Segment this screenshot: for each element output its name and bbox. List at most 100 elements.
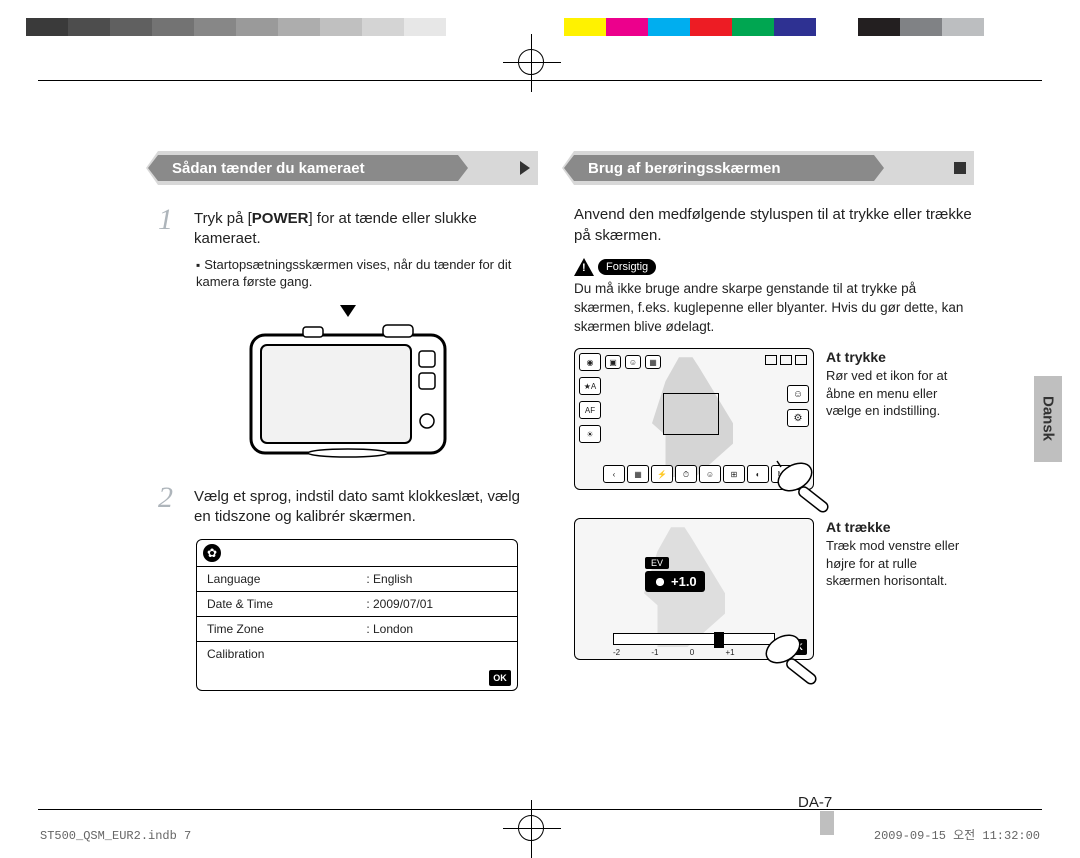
color-swatch (774, 18, 816, 36)
caution-badge: Forsigtig (574, 258, 656, 276)
caution-label: Forsigtig (598, 259, 656, 275)
settings-table: Language: English Date & Time: 2009/07/0… (197, 566, 517, 666)
registration-mark-bottom (518, 815, 544, 841)
color-swatch (404, 18, 446, 36)
color-calibration-bar (26, 18, 984, 36)
status-icon: ▦ (645, 355, 661, 369)
indicator-icon (795, 355, 807, 365)
status-icon: ▣ (605, 355, 621, 369)
touch-2-title: At trække (826, 519, 891, 535)
square-icon (954, 162, 966, 174)
tick: -1 (651, 648, 658, 657)
screen-icon: ☺ (787, 385, 809, 403)
ev-value: +1.0 (645, 571, 705, 592)
right-heading-text: Brug af berøringsskærmen (588, 160, 781, 177)
color-swatch (320, 18, 362, 36)
registration-mark-top (518, 49, 544, 75)
color-swatch (446, 18, 564, 36)
ev-ticks: -2 -1 0 +1 +2 (613, 648, 775, 657)
settings-screen: ✿ Language: English Date & Time: 2009/07… (196, 539, 518, 691)
color-swatch (816, 18, 858, 36)
gear-icon: ✿ (203, 544, 221, 562)
mode-icon: ★A (579, 377, 601, 395)
down-arrow-icon (340, 305, 356, 317)
focus-box (663, 393, 719, 435)
step-1: 1 Tryk på [POWER] for at tænde eller slu… (158, 205, 538, 291)
text: Startopsætningsskærmen vises, når du tæn… (196, 257, 511, 290)
toolbar-icon: ⏱ (675, 465, 697, 483)
cell: : English (356, 567, 517, 592)
color-swatch (68, 18, 110, 36)
cell: Calibration (197, 642, 356, 667)
cell: Date & Time (197, 592, 356, 617)
touch-2-caption: At trække Træk mod venstre eller højre f… (826, 518, 974, 660)
top-right-indicators (765, 355, 807, 365)
touch-screen-2: EV +1.0 -2 -1 0 +1 +2 (574, 518, 814, 660)
caution-text: Du må ikke bruge andre skarpe genstande … (574, 280, 974, 336)
color-swatch (110, 18, 152, 36)
ev-label: EV (645, 557, 669, 569)
status-icon: ☺ (625, 355, 641, 369)
color-swatch (278, 18, 320, 36)
touch-1-caption: At trykke Rør ved et ikon for at åbne en… (826, 348, 974, 490)
color-swatch (26, 18, 68, 36)
color-swatch (606, 18, 648, 36)
cell: : 2009/07/01 (356, 592, 517, 617)
step-number: 1 (158, 205, 184, 291)
touch-section-1: ◉ ★A AF ☀ ▣ ☺ ▦ (574, 348, 974, 490)
text: +1.0 (671, 574, 697, 589)
step-2: 2 Vælg et sprog, indstil dato samt klokk… (158, 483, 538, 528)
stylus-icon (763, 629, 823, 689)
indicator-icon (765, 355, 777, 365)
cell (356, 642, 517, 667)
left-column: Sådan tænder du kameraet 1 Tryk på [POWE… (158, 151, 538, 691)
table-row: Calibration (197, 642, 517, 667)
table-row: Language: English (197, 567, 517, 592)
cell: : London (356, 617, 517, 642)
page-frame: Dansk Sådan tænder du kameraet 1 Tryk på… (38, 80, 1042, 810)
table-row: Time Zone: London (197, 617, 517, 642)
intro-paragraph: Anvend den medfølgende styluspen til at … (574, 205, 974, 246)
color-swatch (942, 18, 984, 36)
ok-button[interactable]: OK (489, 670, 511, 686)
toolbar-icon: ⊞ (723, 465, 745, 483)
stylus-icon (775, 457, 835, 517)
ev-badge: EV +1.0 (645, 553, 705, 592)
mode-icon: ◉ (579, 353, 601, 371)
color-swatch (564, 18, 606, 36)
cell: Time Zone (197, 617, 356, 642)
touch-screen-1: ◉ ★A AF ☀ ▣ ☺ ▦ (574, 348, 814, 490)
touch-2-text: Træk mod venstre eller højre for at rull… (826, 538, 959, 588)
page-content: Sådan tænder du kameraet 1 Tryk på [POWE… (158, 151, 976, 691)
touch-1-text: Rør ved et ikon for at åbne en menu elle… (826, 368, 947, 418)
text: Tryk på [ (194, 210, 252, 227)
toolbar-icon: ◐ (747, 465, 769, 483)
right-heading: Brug af berøringsskærmen (574, 151, 974, 185)
color-swatch (690, 18, 732, 36)
left-icon-column: ◉ ★A AF ☀ (579, 353, 601, 443)
tick: +1 (725, 648, 734, 657)
ev-cursor (714, 632, 724, 648)
right-icon-column: ☺ ⚙ (787, 385, 809, 427)
page-number-bar (820, 811, 834, 835)
triangle-icon (520, 161, 530, 175)
toolbar-icon: ‹ (603, 465, 625, 483)
left-heading: Sådan tænder du kameraet (158, 151, 538, 185)
touch-1-title: At trykke (826, 349, 886, 365)
left-heading-text: Sådan tænder du kameraet (172, 160, 365, 177)
color-swatch (152, 18, 194, 36)
step-number: 2 (158, 483, 184, 528)
color-swatch (236, 18, 278, 36)
bullet-icon: ▪ (196, 258, 200, 272)
ev-slider (613, 633, 775, 645)
mode-icon: AF (579, 401, 601, 419)
step-2-text: Vælg et sprog, indstil dato samt klokkes… (194, 483, 538, 528)
color-swatch (858, 18, 900, 36)
toolbar-icon: ⚡ (651, 465, 673, 483)
page-number: DA-7 (798, 794, 832, 811)
language-tab-label: Dansk (1040, 396, 1057, 441)
mode-icon: ☀ (579, 425, 601, 443)
power-keyword: POWER (252, 210, 309, 227)
toolbar-icon: ☺ (699, 465, 721, 483)
color-swatch (648, 18, 690, 36)
